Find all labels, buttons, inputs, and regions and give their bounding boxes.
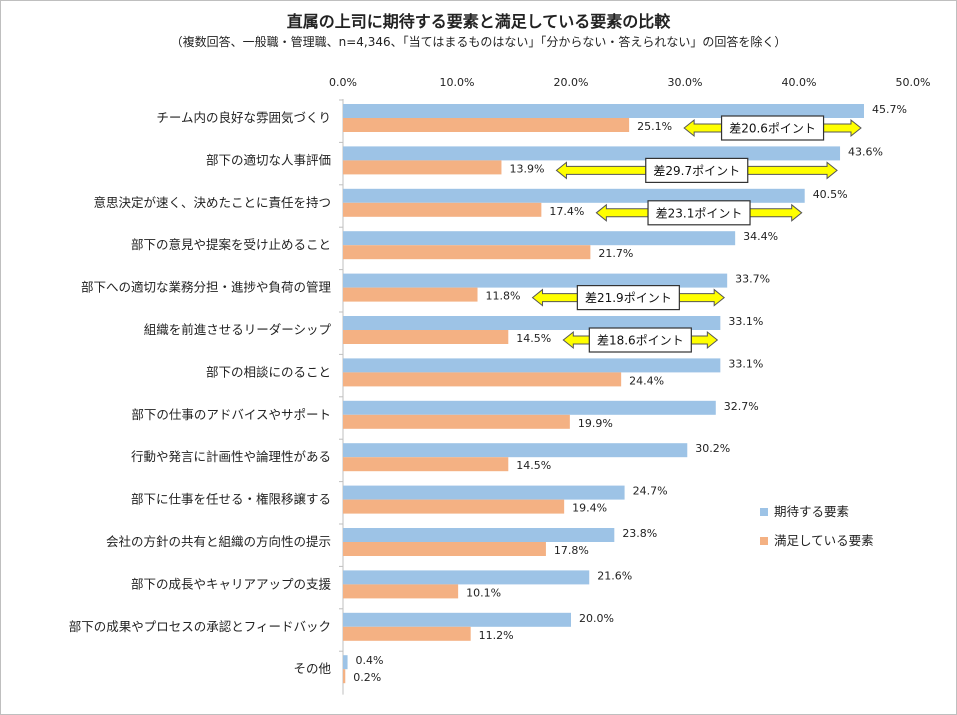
- category-label: 部下の成果やプロセスの承認とフィードバック: [69, 619, 331, 634]
- category-label: 部下の相談にのること: [206, 364, 331, 379]
- data-label-expected: 45.7%: [872, 103, 907, 116]
- x-tick-label: 10.0%: [440, 76, 475, 89]
- bar-expected: [343, 655, 348, 670]
- difference-label: 差18.6ポイント: [597, 334, 684, 348]
- legend-swatch: [760, 537, 768, 545]
- difference-box: [645, 157, 749, 183]
- difference-box: [588, 327, 692, 353]
- bar-satisfied: [343, 499, 565, 514]
- data-label-expected: 21.6%: [597, 569, 632, 582]
- bar-expected: [343, 273, 728, 288]
- difference-label: 差20.6ポイント: [729, 122, 816, 136]
- category-label: 部下の意見や提案を受け止めること: [131, 237, 331, 252]
- data-label-expected: 33.1%: [728, 315, 763, 328]
- data-label-satisfied: 17.4%: [549, 205, 584, 218]
- bar-satisfied: [343, 584, 459, 599]
- difference-label: 差29.7ポイント: [653, 164, 740, 178]
- legend-label: 期待する要素: [774, 504, 849, 519]
- category-label: チーム内の良好な雰囲気づくり: [156, 110, 331, 125]
- bar-expected: [343, 358, 721, 373]
- bars-layer: 45.7% 25.1% 43.6% 13.9% 40.5% 17.4% 34.4% 21.7%…: [343, 103, 907, 684]
- data-label-satisfied: 24.4%: [629, 374, 664, 387]
- data-label-satisfied: 21.7%: [598, 247, 633, 260]
- bar-satisfied: [343, 669, 346, 684]
- data-label-expected: 32.7%: [724, 400, 759, 413]
- data-label-satisfied: 25.1%: [637, 120, 672, 133]
- bar-expected: [343, 485, 625, 500]
- data-label-satisfied: 19.4%: [572, 502, 607, 515]
- category-label: 会社の方針の共有と組織の方向性の提示: [106, 534, 331, 549]
- x-tick-label: 30.0%: [668, 76, 703, 89]
- bar-satisfied: [343, 372, 622, 387]
- bar-satisfied: [343, 160, 502, 175]
- category-label: 部下の仕事のアドバイスやサポート: [131, 407, 331, 422]
- bar-expected: [343, 443, 688, 458]
- category-label: 部下への適切な業務分担・進捗や負荷の管理: [81, 280, 332, 295]
- category-label: 行動や発言に計画性や論理性がある: [131, 449, 331, 464]
- category-label: 部下の適切な人事評価: [206, 152, 331, 167]
- category-label: その他: [293, 661, 331, 676]
- bar-expected: [343, 146, 841, 161]
- axis-layer: 0.0% 10.0% 20.0% 30.0% 40.0% 50.0% チーム内の良好な雰囲気…: [69, 76, 931, 695]
- data-label-expected: 43.6%: [848, 145, 883, 158]
- category-label: 意思決定が速く、決めたことに責任を持つ: [93, 195, 331, 210]
- legend-swatch: [760, 508, 768, 516]
- chart-title: 直属の上司に期待する要素と満足している要素の比較: [286, 12, 671, 31]
- data-label-expected: 20.0%: [579, 612, 614, 625]
- bar-satisfied: [343, 626, 471, 641]
- data-label-expected: 30.2%: [695, 442, 730, 455]
- bar-satisfied: [343, 287, 478, 302]
- bar-expected: [343, 400, 716, 415]
- data-label-satisfied: 17.8%: [554, 544, 589, 557]
- difference-box: [647, 200, 751, 226]
- data-label-satisfied: 13.9%: [509, 162, 544, 175]
- x-tick-label: 50.0%: [896, 76, 931, 89]
- data-label-expected: 34.4%: [743, 230, 778, 243]
- data-label-expected: 40.5%: [813, 188, 848, 201]
- bar-expected: [343, 612, 571, 627]
- bar-expected: [343, 528, 615, 542]
- data-label-satisfied: 19.9%: [578, 417, 613, 430]
- chart-subtitle: （複数回答、一般職・管理職、n=4,346、「当てはまるものはない」「分からない…: [170, 35, 787, 49]
- data-label-satisfied: 0.2%: [353, 671, 381, 684]
- bar-expected: [343, 104, 864, 118]
- x-tick-label: 40.0%: [782, 76, 817, 89]
- category-label: 部下に仕事を任せる・権限移譲する: [131, 492, 331, 507]
- data-label-satisfied: 14.5%: [516, 332, 551, 345]
- bar-expected: [343, 316, 721, 330]
- data-label-expected: 33.7%: [735, 273, 770, 286]
- bar-satisfied: [343, 118, 630, 132]
- data-label-satisfied: 11.8%: [486, 290, 521, 303]
- bar-expected: [343, 231, 736, 246]
- x-tick-label: 0.0%: [329, 76, 357, 89]
- annotation-layer: 差20.6ポイント差29.7ポイント差23.1ポイント差21.9ポイント差18.…: [531, 115, 862, 353]
- bar-satisfied: [343, 330, 509, 344]
- bar-expected: [343, 188, 805, 203]
- data-label-expected: 33.1%: [728, 357, 763, 370]
- data-label-expected: 23.8%: [622, 527, 657, 540]
- data-label-expected: 24.7%: [633, 485, 668, 498]
- bar-satisfied: [343, 245, 591, 260]
- data-label-satisfied: 10.1%: [466, 586, 501, 599]
- x-tick-label: 20.0%: [554, 76, 589, 89]
- difference-label: 差23.1ポイント: [656, 206, 743, 220]
- difference-box: [576, 285, 680, 311]
- legend-label: 満足している要素: [774, 533, 874, 548]
- data-label-expected: 0.4%: [356, 654, 384, 667]
- difference-box: [720, 115, 825, 141]
- bar-satisfied: [343, 542, 546, 556]
- bar-satisfied: [343, 457, 509, 472]
- category-label: 部下の成長やキャリアアップの支援: [131, 576, 332, 591]
- category-label: 組織を前進させるリーダーシップ: [144, 322, 332, 337]
- bar-satisfied: [343, 414, 570, 429]
- data-label-satisfied: 14.5%: [516, 459, 551, 472]
- bar-satisfied: [343, 202, 542, 217]
- data-label-satisfied: 11.2%: [479, 629, 514, 642]
- bar-expected: [343, 570, 590, 585]
- difference-label: 差21.9ポイント: [585, 291, 672, 305]
